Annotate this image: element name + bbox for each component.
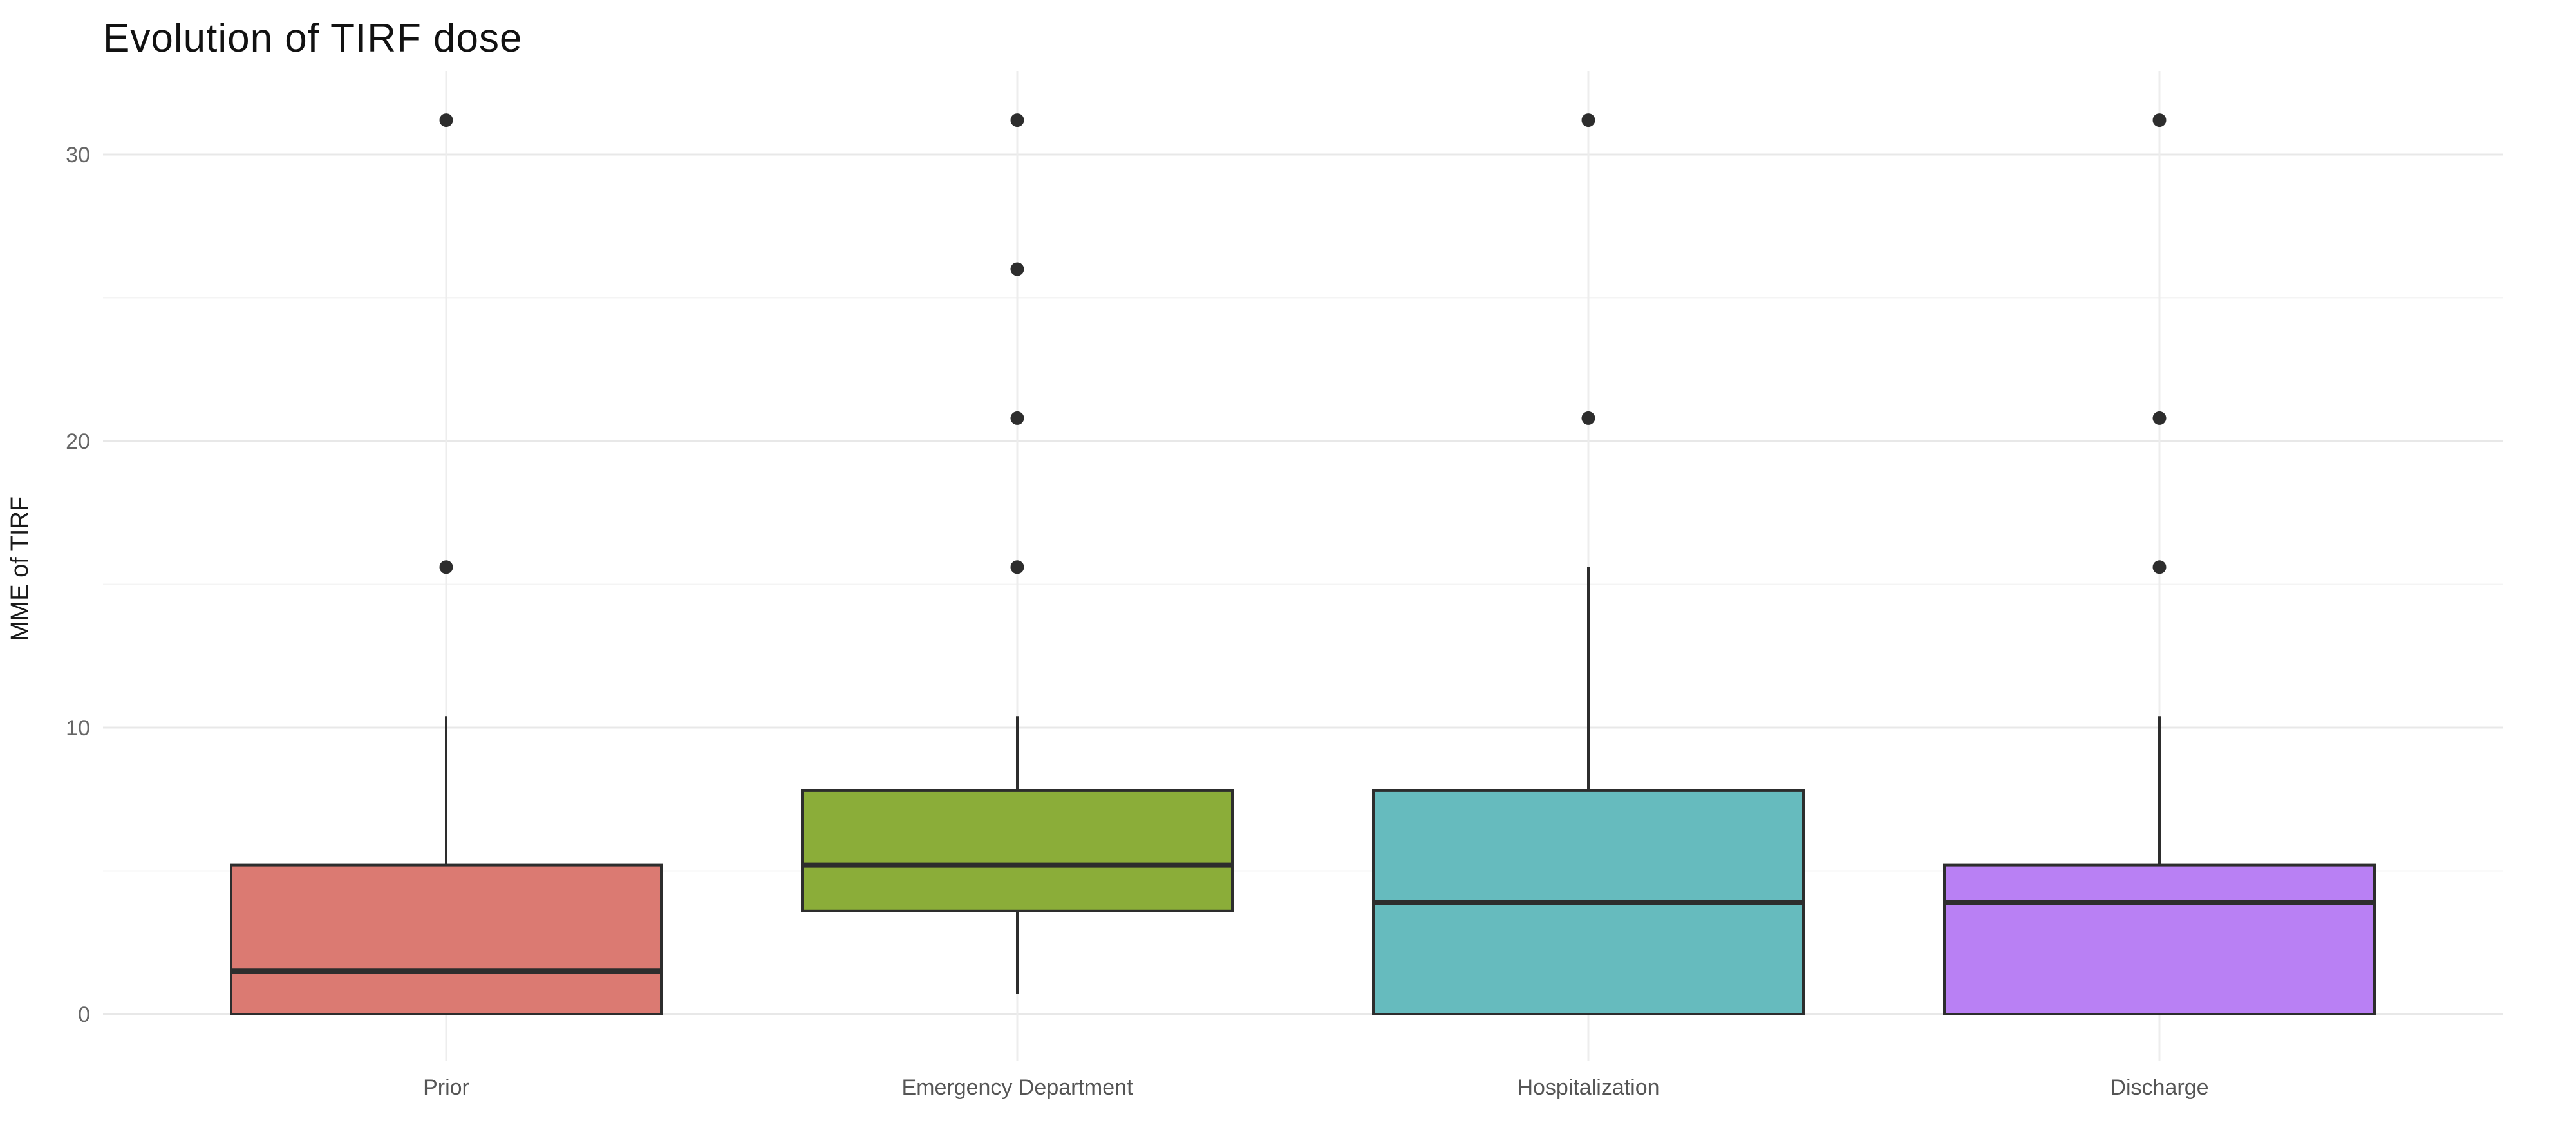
box-prior — [230, 863, 663, 1015]
box-emergency-department — [801, 789, 1234, 912]
chart-title: Evolution of TIRF dose — [103, 16, 523, 61]
outlier-point-emergency-department — [1010, 262, 1024, 276]
outlier-point-discharge — [2152, 560, 2167, 574]
box-discharge — [1943, 863, 2376, 1015]
x-category-label: Prior — [423, 1075, 469, 1100]
outlier-point-hospitalization — [1581, 411, 1595, 425]
y-tick-label: 30 — [66, 143, 90, 167]
outlier-point-discharge — [2152, 113, 2167, 127]
y-tick-label: 10 — [66, 716, 90, 740]
x-category-label: Discharge — [2110, 1075, 2208, 1100]
outlier-point-hospitalization — [1581, 113, 1595, 127]
outlier-point-prior — [439, 560, 453, 574]
x-category-label: Emergency Department — [901, 1075, 1133, 1100]
outlier-point-emergency-department — [1010, 113, 1024, 127]
y-tick-label: 0 — [78, 1003, 90, 1027]
y-tick-label: 20 — [66, 429, 90, 454]
outlier-point-discharge — [2152, 411, 2167, 425]
x-category-label: Hospitalization — [1517, 1075, 1659, 1100]
outlier-point-prior — [439, 113, 453, 127]
outlier-point-emergency-department — [1010, 411, 1024, 425]
outlier-point-emergency-department — [1010, 560, 1024, 574]
